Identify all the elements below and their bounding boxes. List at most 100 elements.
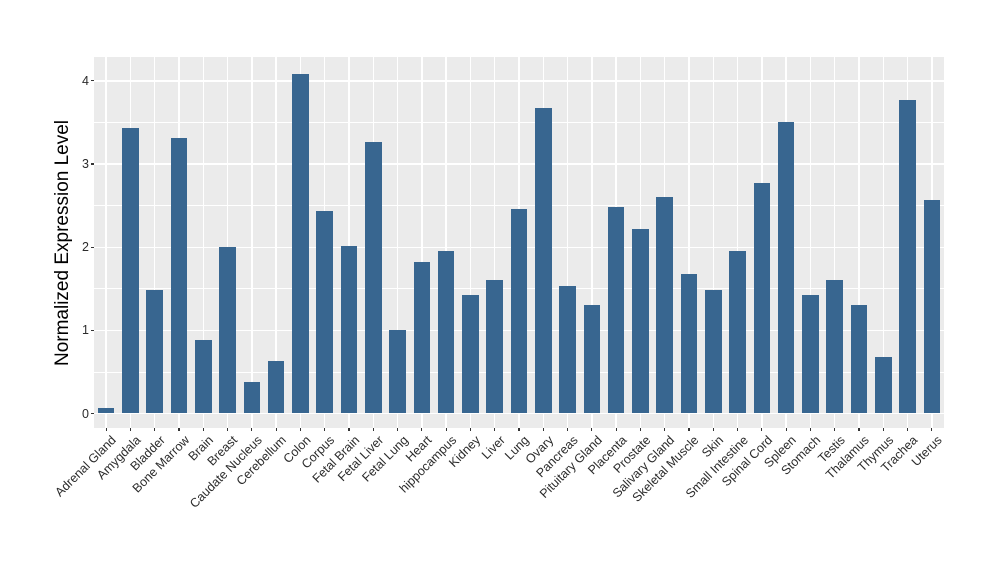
bar — [777, 122, 795, 414]
gridline-vertical — [202, 57, 204, 428]
bar — [413, 262, 431, 414]
bar — [316, 210, 333, 414]
x-axis-tick — [299, 428, 302, 431]
bar — [219, 247, 236, 414]
bar — [195, 340, 212, 414]
x-axis-tick — [202, 428, 204, 431]
x-axis-tick — [785, 428, 787, 431]
gridline-vertical — [469, 57, 472, 428]
bar — [826, 280, 843, 414]
x-axis-tick — [275, 428, 277, 431]
x-axis-tick — [445, 428, 447, 431]
bar — [656, 197, 673, 414]
gridline-vertical — [494, 57, 496, 428]
gridline-vertical — [688, 57, 690, 428]
x-axis-tick — [324, 428, 326, 431]
x-axis-tick — [396, 428, 399, 431]
bar — [486, 280, 503, 414]
x-axis-tick — [809, 428, 812, 431]
x-axis-tick — [688, 428, 690, 431]
gridline-vertical — [421, 57, 423, 428]
x-axis-tick — [712, 428, 714, 431]
gridline-vertical — [858, 57, 860, 428]
bar — [389, 330, 406, 414]
bar — [923, 199, 941, 414]
bar — [170, 138, 188, 414]
x-axis-tick — [566, 428, 569, 431]
x-axis-tick — [664, 428, 666, 431]
x-axis-tick — [906, 428, 909, 431]
bar — [535, 108, 552, 414]
x-axis-tick — [882, 428, 884, 431]
bar — [292, 74, 309, 414]
y-tick-label: 2 — [82, 240, 89, 255]
x-axis-tick — [761, 428, 763, 431]
y-tick-label: 3 — [82, 157, 89, 172]
bar — [510, 208, 528, 414]
x-axis-tick — [834, 428, 836, 431]
bar — [607, 207, 625, 414]
x-axis-tick — [639, 428, 642, 431]
gridline-vertical — [736, 57, 739, 428]
x-axis-tick — [421, 428, 423, 431]
x-axis-tick — [251, 428, 253, 431]
x-axis-tick — [542, 428, 544, 431]
y-axis-tick — [91, 329, 94, 331]
bar — [559, 286, 576, 414]
x-axis-tick — [469, 428, 472, 431]
plot-panel — [94, 57, 944, 428]
gridline-vertical — [712, 57, 714, 428]
x-axis-tick — [931, 428, 933, 431]
bar — [365, 141, 382, 414]
x-axis-tick — [226, 428, 229, 431]
x-axis-tick — [105, 428, 107, 431]
x-axis-tick — [518, 428, 520, 431]
bar — [122, 128, 139, 414]
bar — [899, 100, 916, 414]
bar — [462, 294, 479, 414]
bar — [729, 250, 746, 414]
gridline-vertical — [154, 57, 156, 428]
bar — [632, 228, 649, 414]
y-axis-tick — [91, 246, 94, 248]
bar — [583, 304, 601, 414]
x-axis-tick — [348, 428, 350, 431]
x-axis-tick — [154, 428, 156, 431]
x-axis-tick — [858, 428, 860, 431]
x-tick-label: Liver — [478, 433, 508, 463]
gridline-vertical — [591, 57, 593, 428]
gridline-vertical — [105, 57, 107, 428]
x-axis-tick — [591, 428, 593, 431]
gridline-vertical — [275, 57, 277, 428]
y-axis-title: Normalized Expression Level — [52, 119, 73, 367]
bar — [705, 290, 722, 414]
y-tick-label: 1 — [82, 323, 89, 338]
bar — [97, 407, 115, 414]
gridline-vertical — [882, 57, 884, 428]
gridline-vertical — [348, 57, 350, 428]
bar — [340, 245, 358, 414]
gridline-vertical — [251, 57, 253, 428]
bar — [753, 183, 771, 414]
bar — [850, 304, 868, 414]
y-axis-tick — [91, 80, 94, 82]
bar — [437, 251, 455, 414]
bar — [146, 290, 163, 414]
x-axis-tick — [129, 428, 132, 431]
y-axis-tick — [91, 412, 94, 415]
gridline-vertical — [226, 57, 229, 428]
x-axis-tick — [372, 428, 374, 431]
gridline-vertical — [834, 57, 836, 428]
bar — [243, 381, 261, 414]
gridline-vertical — [396, 57, 399, 428]
x-axis-tick — [615, 428, 617, 431]
y-tick-label: 0 — [82, 406, 89, 421]
bar — [680, 273, 698, 414]
y-tick-label: 4 — [82, 73, 89, 88]
bar — [875, 356, 892, 414]
gridline-vertical — [809, 57, 812, 428]
gridline-vertical — [566, 57, 569, 428]
bar — [267, 361, 285, 414]
x-axis-tick — [494, 428, 496, 431]
